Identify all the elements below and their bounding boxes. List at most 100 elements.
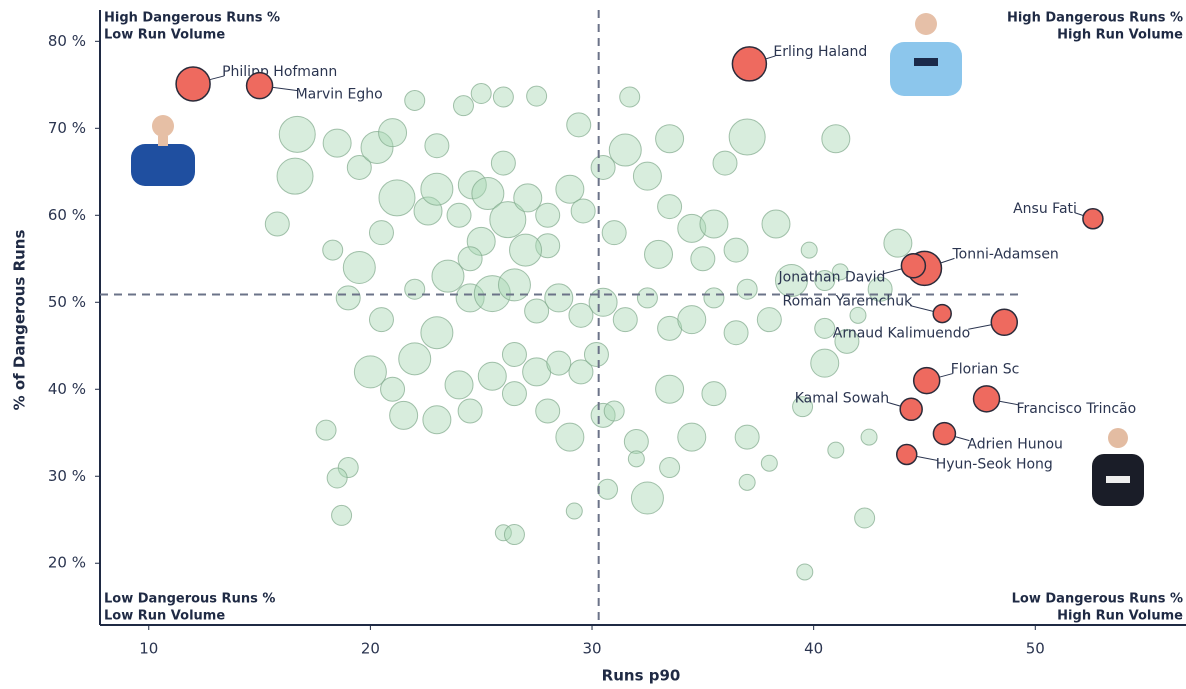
player-label: Florian Sc (951, 362, 1020, 378)
player-label: Tonni-Adamsen (951, 246, 1058, 262)
bubble (814, 270, 836, 292)
player-label: Jonathan David (778, 270, 886, 286)
bubble (380, 376, 406, 402)
bubble (655, 124, 685, 154)
x-tick-label: 30 (582, 640, 601, 658)
highlight-bubble (899, 397, 923, 422)
player-label: Philipp Hofmann (222, 64, 337, 80)
bubble (470, 83, 492, 105)
bubble (849, 306, 867, 324)
highlight-bubble (245, 71, 274, 100)
highlight-bubble (731, 46, 768, 82)
highlight-bubble (990, 308, 1019, 337)
bubble (404, 278, 426, 300)
bubble (677, 305, 707, 335)
bubble (703, 287, 725, 309)
highlight-bubble (1082, 208, 1104, 230)
highlight-bubble (895, 443, 918, 466)
bubble (335, 285, 361, 311)
quadrant-label: High Dangerous Runs % (1007, 11, 1183, 26)
bubble (590, 402, 616, 428)
y-tick-label: 30 % (48, 467, 86, 485)
bubble (446, 202, 472, 228)
bubble (883, 228, 913, 258)
player-label: Hyun-Seok Hong (936, 457, 1053, 473)
bubble (501, 381, 527, 407)
bubble (431, 259, 465, 293)
bubble (623, 428, 649, 454)
bubble (565, 502, 583, 520)
bubble (597, 478, 619, 500)
bubble (526, 85, 548, 107)
quadrant-label: High Run Volume (1057, 28, 1183, 43)
player-label: Adrien Hunou (967, 437, 1063, 453)
bubble (760, 454, 778, 472)
bubble (831, 263, 849, 281)
bubble (457, 246, 483, 272)
highlight-bubble (972, 385, 1001, 413)
highlight-bubble (932, 421, 957, 446)
bubble (723, 237, 749, 263)
x-tick-label: 20 (361, 640, 380, 658)
player-label: Ansu Fati (1013, 201, 1077, 217)
bubble (501, 341, 527, 367)
bubble (420, 172, 454, 206)
bubble (490, 150, 516, 176)
bubble (699, 209, 729, 239)
bubble (701, 381, 727, 407)
bubble (854, 507, 876, 529)
bubble (566, 112, 592, 138)
quadrant-label: Low Run Volume (104, 609, 225, 624)
bubble (378, 118, 408, 148)
bubble (796, 563, 814, 581)
x-tick-label: 40 (804, 640, 823, 658)
bubble (601, 220, 627, 246)
bubble (477, 361, 507, 391)
bubble (774, 264, 808, 298)
bubble (471, 177, 505, 211)
bubble (619, 86, 641, 108)
player-images (131, 13, 1144, 506)
x-tick-label: 10 (139, 640, 158, 658)
bubble (636, 287, 658, 309)
bubble (420, 316, 454, 350)
bubble (494, 524, 512, 542)
player-label: Marvin Egho (296, 87, 383, 103)
bubble (457, 398, 483, 424)
bubble (276, 157, 314, 195)
player-label: Kamal Sowah (795, 390, 889, 406)
bubble (723, 320, 749, 346)
player-image (1092, 428, 1144, 506)
bubble (659, 457, 681, 479)
y-tick-label: 20 % (48, 554, 86, 572)
bubble (322, 239, 344, 261)
player-image (131, 115, 195, 186)
bubble (452, 95, 474, 117)
highlight-bubble (175, 66, 211, 102)
bubble (544, 283, 574, 313)
bubble (546, 350, 572, 376)
bubble (315, 419, 337, 441)
bubble (827, 441, 845, 459)
bubble (568, 302, 594, 328)
bubble (734, 424, 760, 450)
player-label: Francisco Trincão (1017, 401, 1137, 417)
player-label: Roman Yaremchuk (783, 294, 914, 310)
bubble (444, 370, 474, 400)
bubble (346, 154, 372, 180)
bubble (761, 209, 791, 239)
bubble (389, 400, 419, 430)
bubble (489, 201, 527, 239)
player-image (890, 13, 962, 96)
bubble (677, 213, 707, 243)
bubble (413, 196, 443, 226)
bubble (424, 133, 450, 159)
bubble (322, 128, 352, 158)
bubble (603, 400, 625, 422)
bubble (728, 118, 766, 156)
bubble (690, 246, 716, 272)
bubble (821, 124, 851, 154)
bubble (331, 504, 353, 526)
bubble (555, 422, 585, 452)
